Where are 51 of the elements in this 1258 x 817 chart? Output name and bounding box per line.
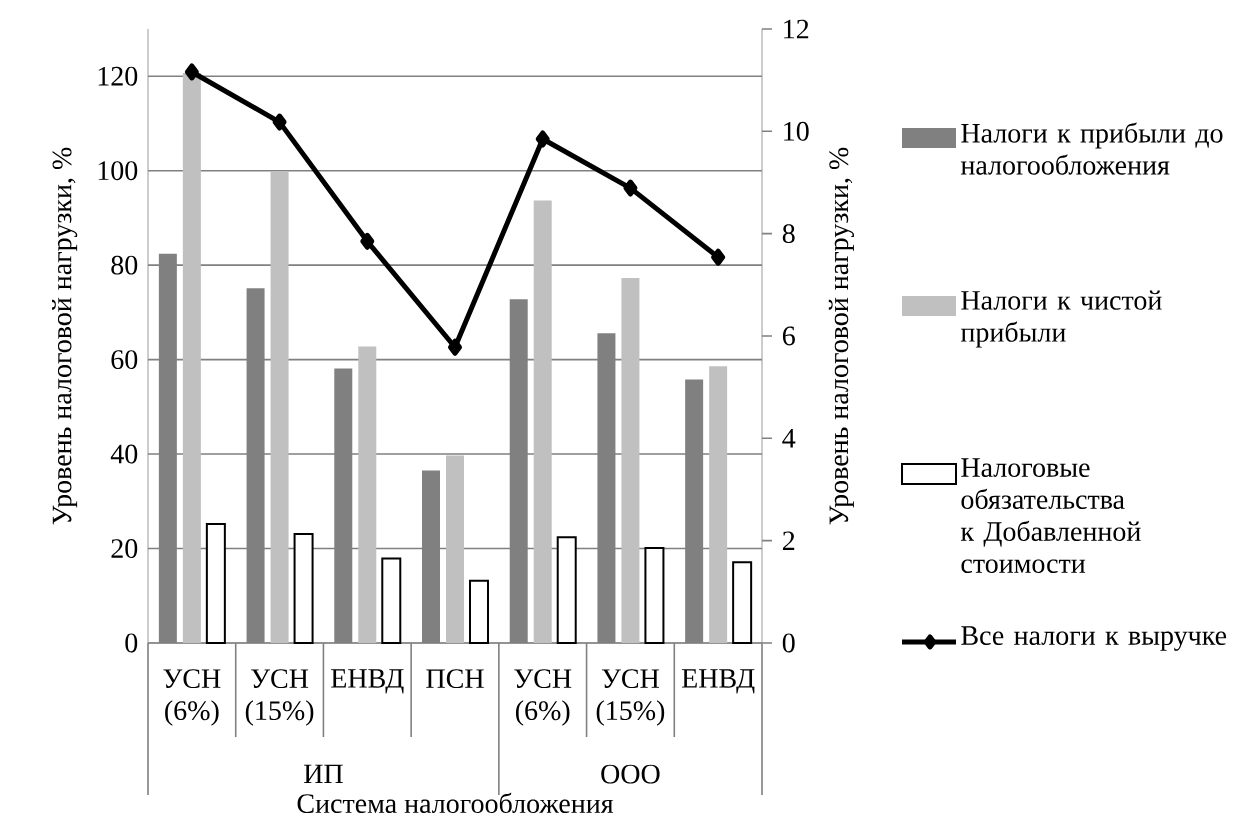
y2-tick-label: 2 xyxy=(782,531,795,550)
legend-label: Налоги к прибыли до налогообложения xyxy=(960,122,1223,175)
y-tick-label: 100 xyxy=(98,161,138,181)
y2-tick-label: 10 xyxy=(784,121,809,141)
text: ООО xyxy=(601,764,660,784)
bar xyxy=(205,522,226,644)
bar xyxy=(469,579,489,644)
y2-tick-label: 0 xyxy=(782,633,795,653)
y2-axis-title: Уровень налоговой нагрузки, % xyxy=(828,147,855,525)
point xyxy=(272,113,287,131)
y-tick-label: 120 xyxy=(98,66,138,86)
bar xyxy=(270,172,289,643)
bar xyxy=(533,200,552,643)
legend-label: Налоги к чистой прибыли xyxy=(960,290,1162,348)
point xyxy=(711,248,726,266)
point xyxy=(535,130,550,148)
x-tick-label: ЕНВД xyxy=(331,669,404,694)
y2-tick-label: 4 xyxy=(782,429,796,448)
x-tick-label: ПСН xyxy=(426,669,484,689)
point xyxy=(360,232,375,250)
y-tick-label: 0 xyxy=(125,633,138,653)
bar xyxy=(358,346,377,643)
x-tick-label: УСН (6%) xyxy=(163,669,221,726)
bar xyxy=(644,547,665,644)
x-axis-title: Система налогообложения xyxy=(297,792,614,814)
bar xyxy=(293,532,314,644)
bar xyxy=(621,277,640,643)
bar xyxy=(732,561,753,644)
point xyxy=(448,338,463,356)
bar xyxy=(446,455,464,643)
point xyxy=(623,179,638,197)
y-tick-label: 20 xyxy=(111,539,138,558)
y2-tick-label: 12 xyxy=(784,19,809,39)
text: ИП xyxy=(304,764,343,784)
y-tick-label: 40 xyxy=(110,444,138,464)
x-tick-label: ЕНВД xyxy=(681,669,755,694)
y-axis-title: Уровень налоговой нагрузки, % xyxy=(52,147,78,525)
legend-label: Налоговые обязательства к Добавленной стоимости xyxy=(960,458,1141,573)
y2-tick-label: 8 xyxy=(782,224,795,244)
bar xyxy=(556,536,577,644)
x-tick-label: УСН (15%) xyxy=(245,669,314,726)
y-tick-label: 80 xyxy=(111,255,138,275)
legend-label: Все налоги к выручке xyxy=(961,626,1227,651)
bar xyxy=(709,366,728,643)
bar xyxy=(182,72,201,643)
y2-tick-label: 6 xyxy=(782,326,795,346)
bar xyxy=(381,557,402,644)
x-tick-label: УСН (15%) xyxy=(596,669,665,726)
y-tick-label: 60 xyxy=(111,350,138,370)
point xyxy=(184,63,199,81)
x-tick-label: УСН (6%) xyxy=(514,669,572,726)
